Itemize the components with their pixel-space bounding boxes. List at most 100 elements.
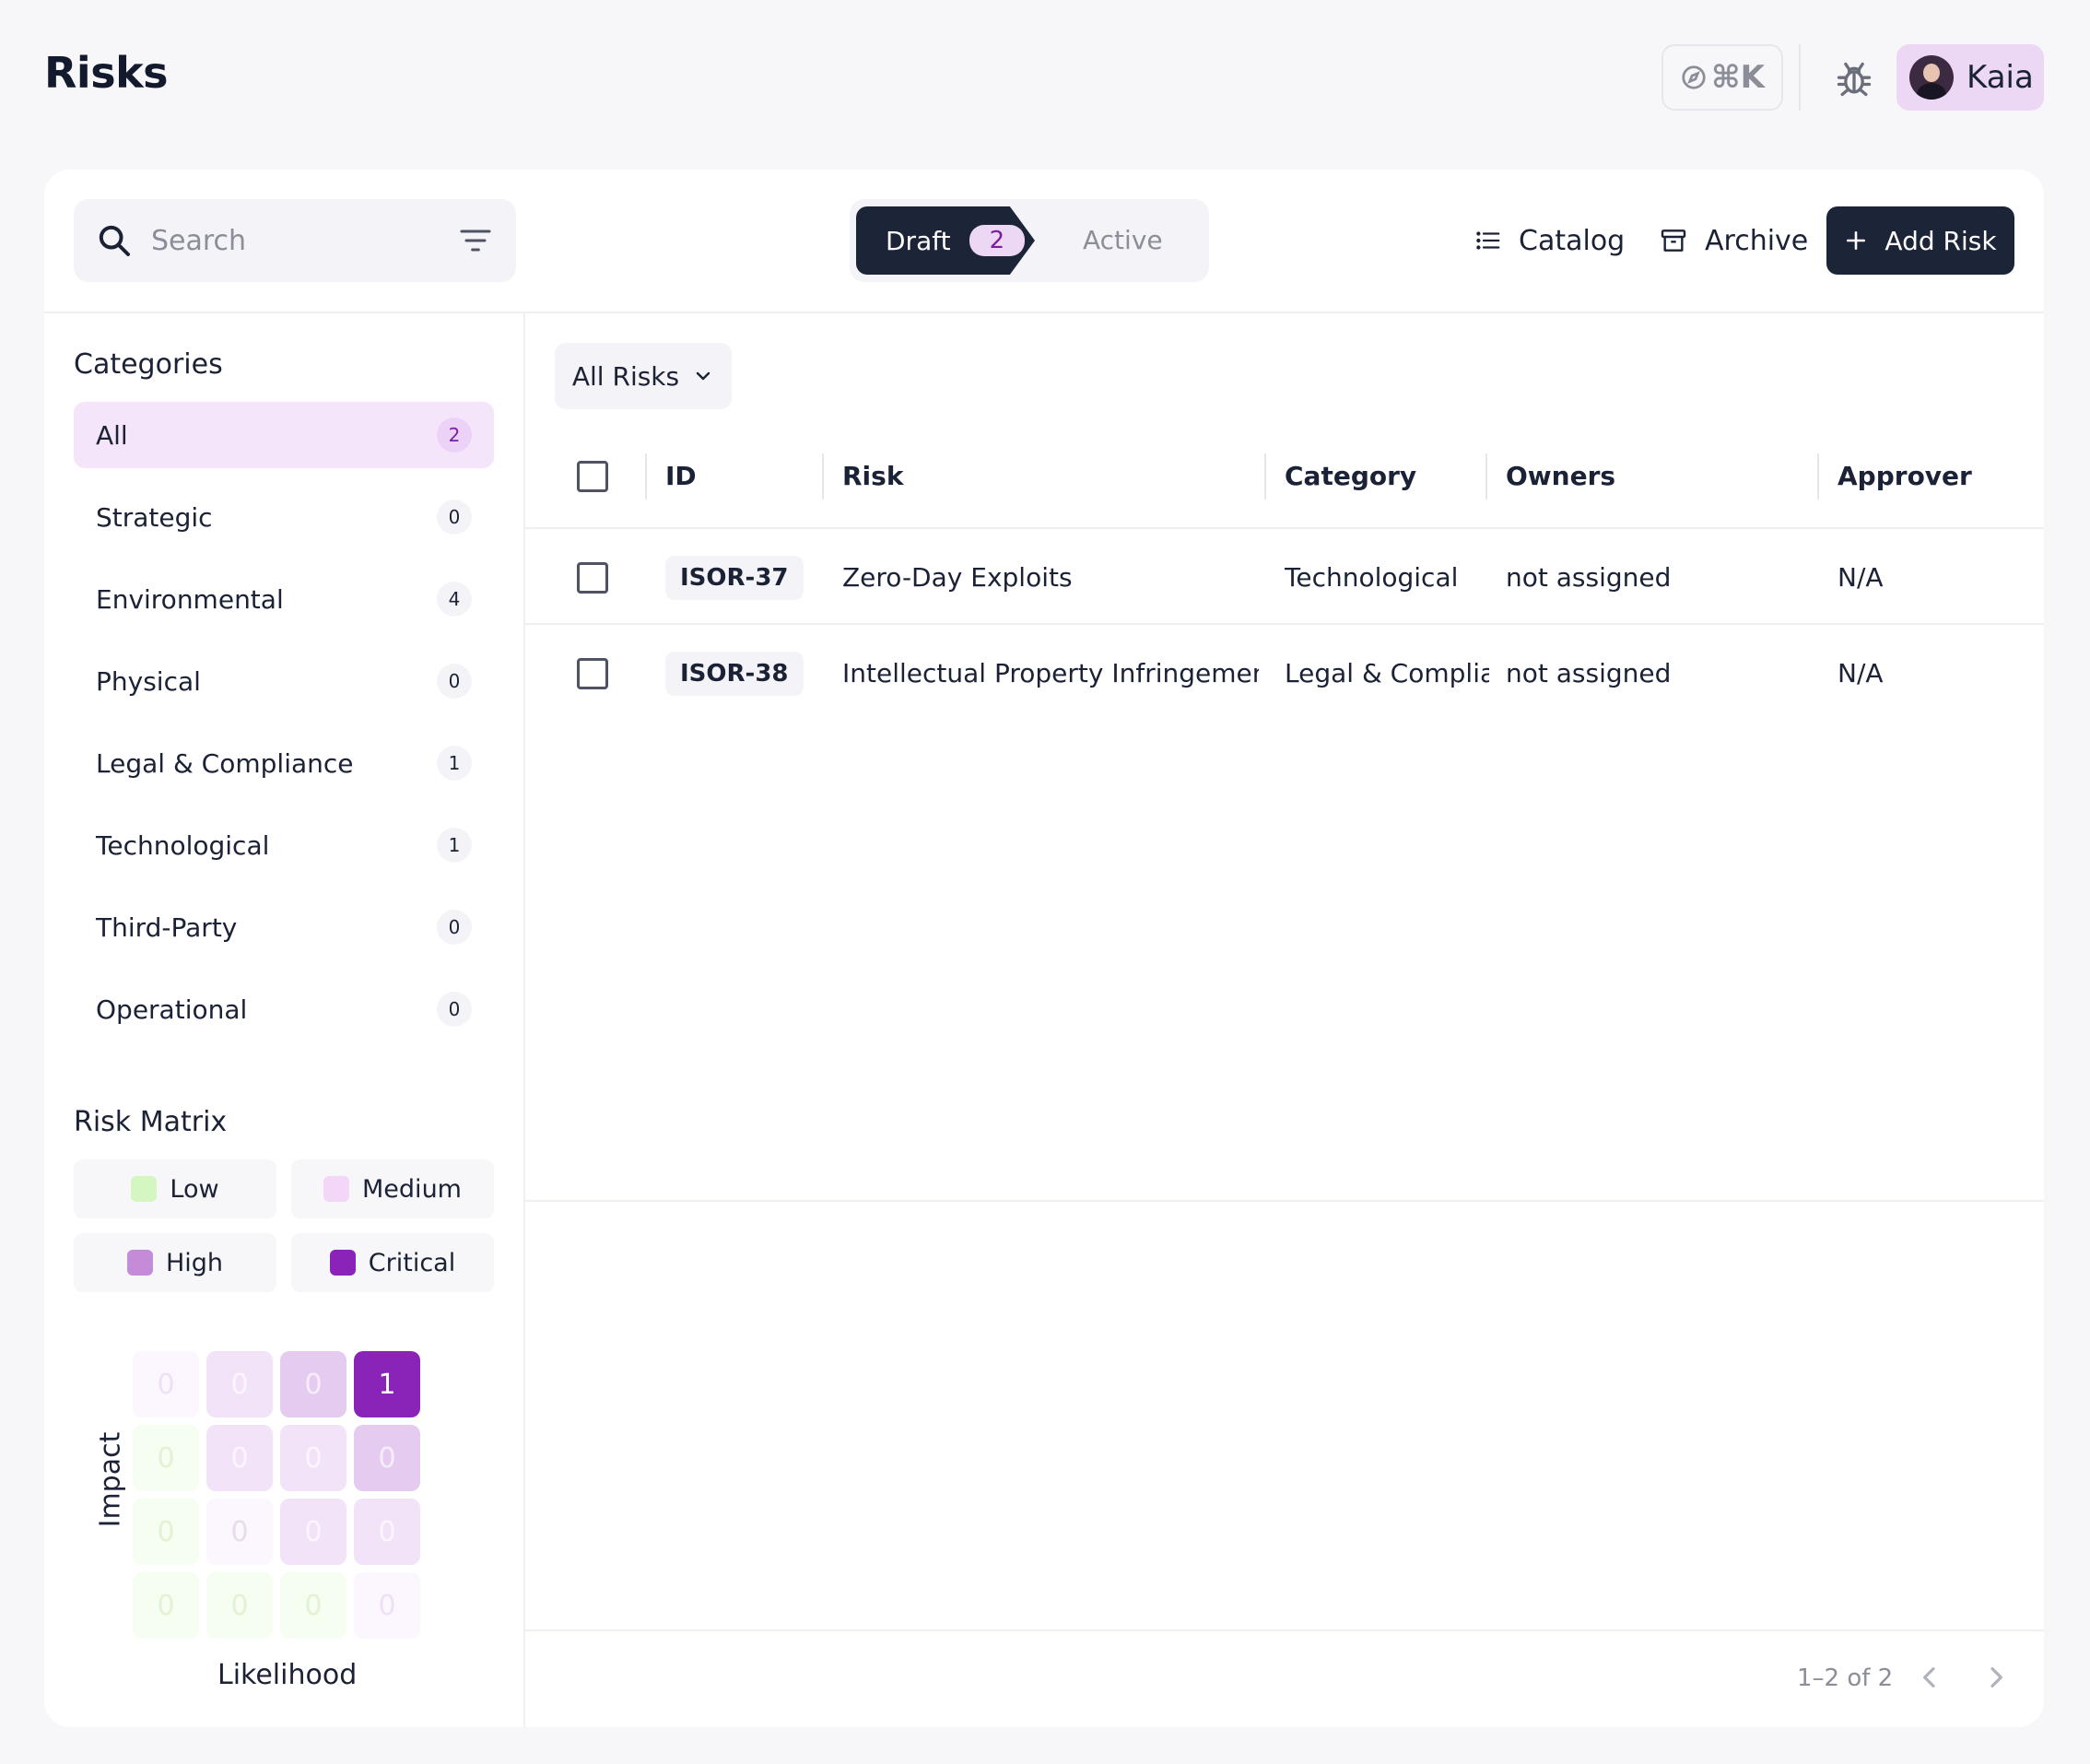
archive-label: Archive <box>1705 224 1809 257</box>
list-icon <box>1476 231 1500 250</box>
category-item-strategic[interactable]: Strategic 0 <box>74 484 494 550</box>
column-header-risk[interactable]: Risk <box>842 461 904 491</box>
matrix-cell[interactable]: 0 <box>206 1351 273 1417</box>
risk-category: Technological <box>1285 562 1459 593</box>
category-item-operational[interactable]: Operational 0 <box>74 976 494 1042</box>
matrix-cell[interactable]: 0 <box>354 1499 420 1565</box>
column-header-id[interactable]: ID <box>665 461 697 491</box>
search-input[interactable] <box>151 224 428 257</box>
category-count: 2 <box>437 417 472 453</box>
column-divider <box>1485 453 1487 500</box>
toolbar-divider <box>44 312 2044 313</box>
legend-low: Low <box>74 1159 276 1218</box>
category-item-legal-compliance[interactable]: Legal & Compliance 1 <box>74 730 494 796</box>
select-all-checkbox[interactable] <box>577 461 608 492</box>
category-count: 4 <box>437 582 472 617</box>
row-checkbox[interactable] <box>577 658 608 689</box>
search-icon <box>99 225 130 256</box>
risk-name[interactable]: Intellectual Property Infringement <box>842 658 1259 688</box>
column-divider <box>1264 453 1266 500</box>
row-checkbox[interactable] <box>577 562 608 594</box>
risk-id-badge[interactable]: ISOR-37 <box>665 556 804 600</box>
column-header-category[interactable]: Category <box>1285 461 1417 491</box>
category-item-third-party[interactable]: Third-Party 0 <box>74 894 494 960</box>
risk-category: Legal & Compliance <box>1285 658 1489 688</box>
row-divider <box>525 527 2044 529</box>
categories-heading: Categories <box>74 348 223 381</box>
matrix-cell[interactable]: 0 <box>280 1572 346 1639</box>
column-divider <box>645 453 647 500</box>
table-body-divider <box>525 1200 2044 1202</box>
risk-filter-dropdown[interactable]: All Risks <box>555 343 732 409</box>
legend-swatch-high <box>126 1250 153 1276</box>
user-menu-button[interactable]: Kaia <box>1896 44 2044 111</box>
bug-icon <box>1837 62 1872 97</box>
matrix-cell[interactable]: 0 <box>206 1499 273 1565</box>
bug-report-button[interactable] <box>1826 52 1882 107</box>
category-label: Technological <box>96 829 270 861</box>
matrix-cell[interactable]: 0 <box>354 1572 420 1639</box>
legend-high: High <box>74 1233 276 1292</box>
pagination-status: 1–2 of 2 <box>1797 1664 1894 1692</box>
column-header-approver[interactable]: Approver <box>1838 461 1972 491</box>
category-item-all[interactable]: All 2 <box>74 402 494 468</box>
matrix-cell[interactable]: 1 <box>354 1351 420 1417</box>
chevron-right-icon[interactable] <box>1981 1659 2011 1696</box>
column-header-owners[interactable]: Owners <box>1506 461 1616 491</box>
risk-matrix-heading: Risk Matrix <box>74 1106 228 1138</box>
risk-name[interactable]: Zero-Day Exploits <box>842 562 1073 593</box>
matrix-cell[interactable]: 0 <box>280 1351 346 1417</box>
tab-active[interactable]: Active <box>1083 225 1163 255</box>
risk-filter-label: All Risks <box>571 360 680 392</box>
add-risk-button[interactable]: Add Risk <box>1826 206 2014 275</box>
category-label: All <box>96 419 128 451</box>
search-box <box>74 199 516 282</box>
catalog-button[interactable]: Catalog <box>1474 219 1625 262</box>
catalog-label: Catalog <box>1519 224 1626 257</box>
plus-icon <box>1847 231 1866 250</box>
legend-label: High <box>165 1248 224 1277</box>
matrix-cell[interactable]: 0 <box>206 1425 273 1491</box>
category-item-physical[interactable]: Physical 0 <box>74 648 494 714</box>
legend-label: Low <box>170 1174 219 1204</box>
chevron-left-icon[interactable] <box>1915 1659 1944 1696</box>
page-title: Risks <box>44 48 169 98</box>
risk-id-badge[interactable]: ISOR-38 <box>665 652 804 696</box>
legend-medium: Medium <box>291 1159 494 1218</box>
matrix-cell[interactable]: 0 <box>280 1425 346 1491</box>
matrix-cell[interactable]: 0 <box>133 1425 199 1491</box>
legend-label: Critical <box>368 1248 456 1277</box>
category-count: 0 <box>437 500 472 535</box>
user-name: Kaia <box>1967 59 2034 96</box>
matrix-y-axis-label: Impact <box>94 1431 127 1528</box>
category-label: Legal & Compliance <box>96 747 354 779</box>
tab-draft-label: Draft <box>886 225 951 256</box>
legend-swatch-low <box>131 1176 158 1202</box>
filter-icon[interactable] <box>457 222 494 259</box>
category-label: Environmental <box>96 583 284 615</box>
risk-approver: N/A <box>1838 658 1884 688</box>
category-item-environmental[interactable]: Environmental 4 <box>74 566 494 632</box>
chevron-down-icon <box>696 371 710 381</box>
add-risk-label: Add Risk <box>1885 225 1997 256</box>
matrix-cell[interactable]: 0 <box>280 1499 346 1565</box>
matrix-cell[interactable]: 0 <box>133 1499 199 1565</box>
matrix-cell[interactable]: 0 <box>206 1572 273 1639</box>
legend-critical: Critical <box>291 1233 494 1292</box>
category-count: 0 <box>437 910 472 945</box>
category-count: 0 <box>437 664 472 699</box>
archive-button[interactable]: Archive <box>1659 219 1808 262</box>
legend-swatch-critical <box>329 1250 356 1276</box>
category-label: Strategic <box>96 501 213 533</box>
legend-swatch-medium <box>323 1176 350 1202</box>
archive-icon <box>1661 229 1686 252</box>
matrix-cell[interactable]: 0 <box>354 1425 420 1491</box>
command-palette-button[interactable]: ⌘K <box>1661 44 1783 111</box>
risk-owners: not assigned <box>1506 562 1672 593</box>
category-item-technological[interactable]: Technological 1 <box>74 812 494 878</box>
matrix-cell[interactable]: 0 <box>133 1572 199 1639</box>
footer-divider <box>525 1629 2044 1631</box>
matrix-cell[interactable]: 0 <box>133 1351 199 1417</box>
tab-draft[interactable]: Draft 2 <box>856 206 1035 275</box>
category-label: Physical <box>96 665 201 697</box>
